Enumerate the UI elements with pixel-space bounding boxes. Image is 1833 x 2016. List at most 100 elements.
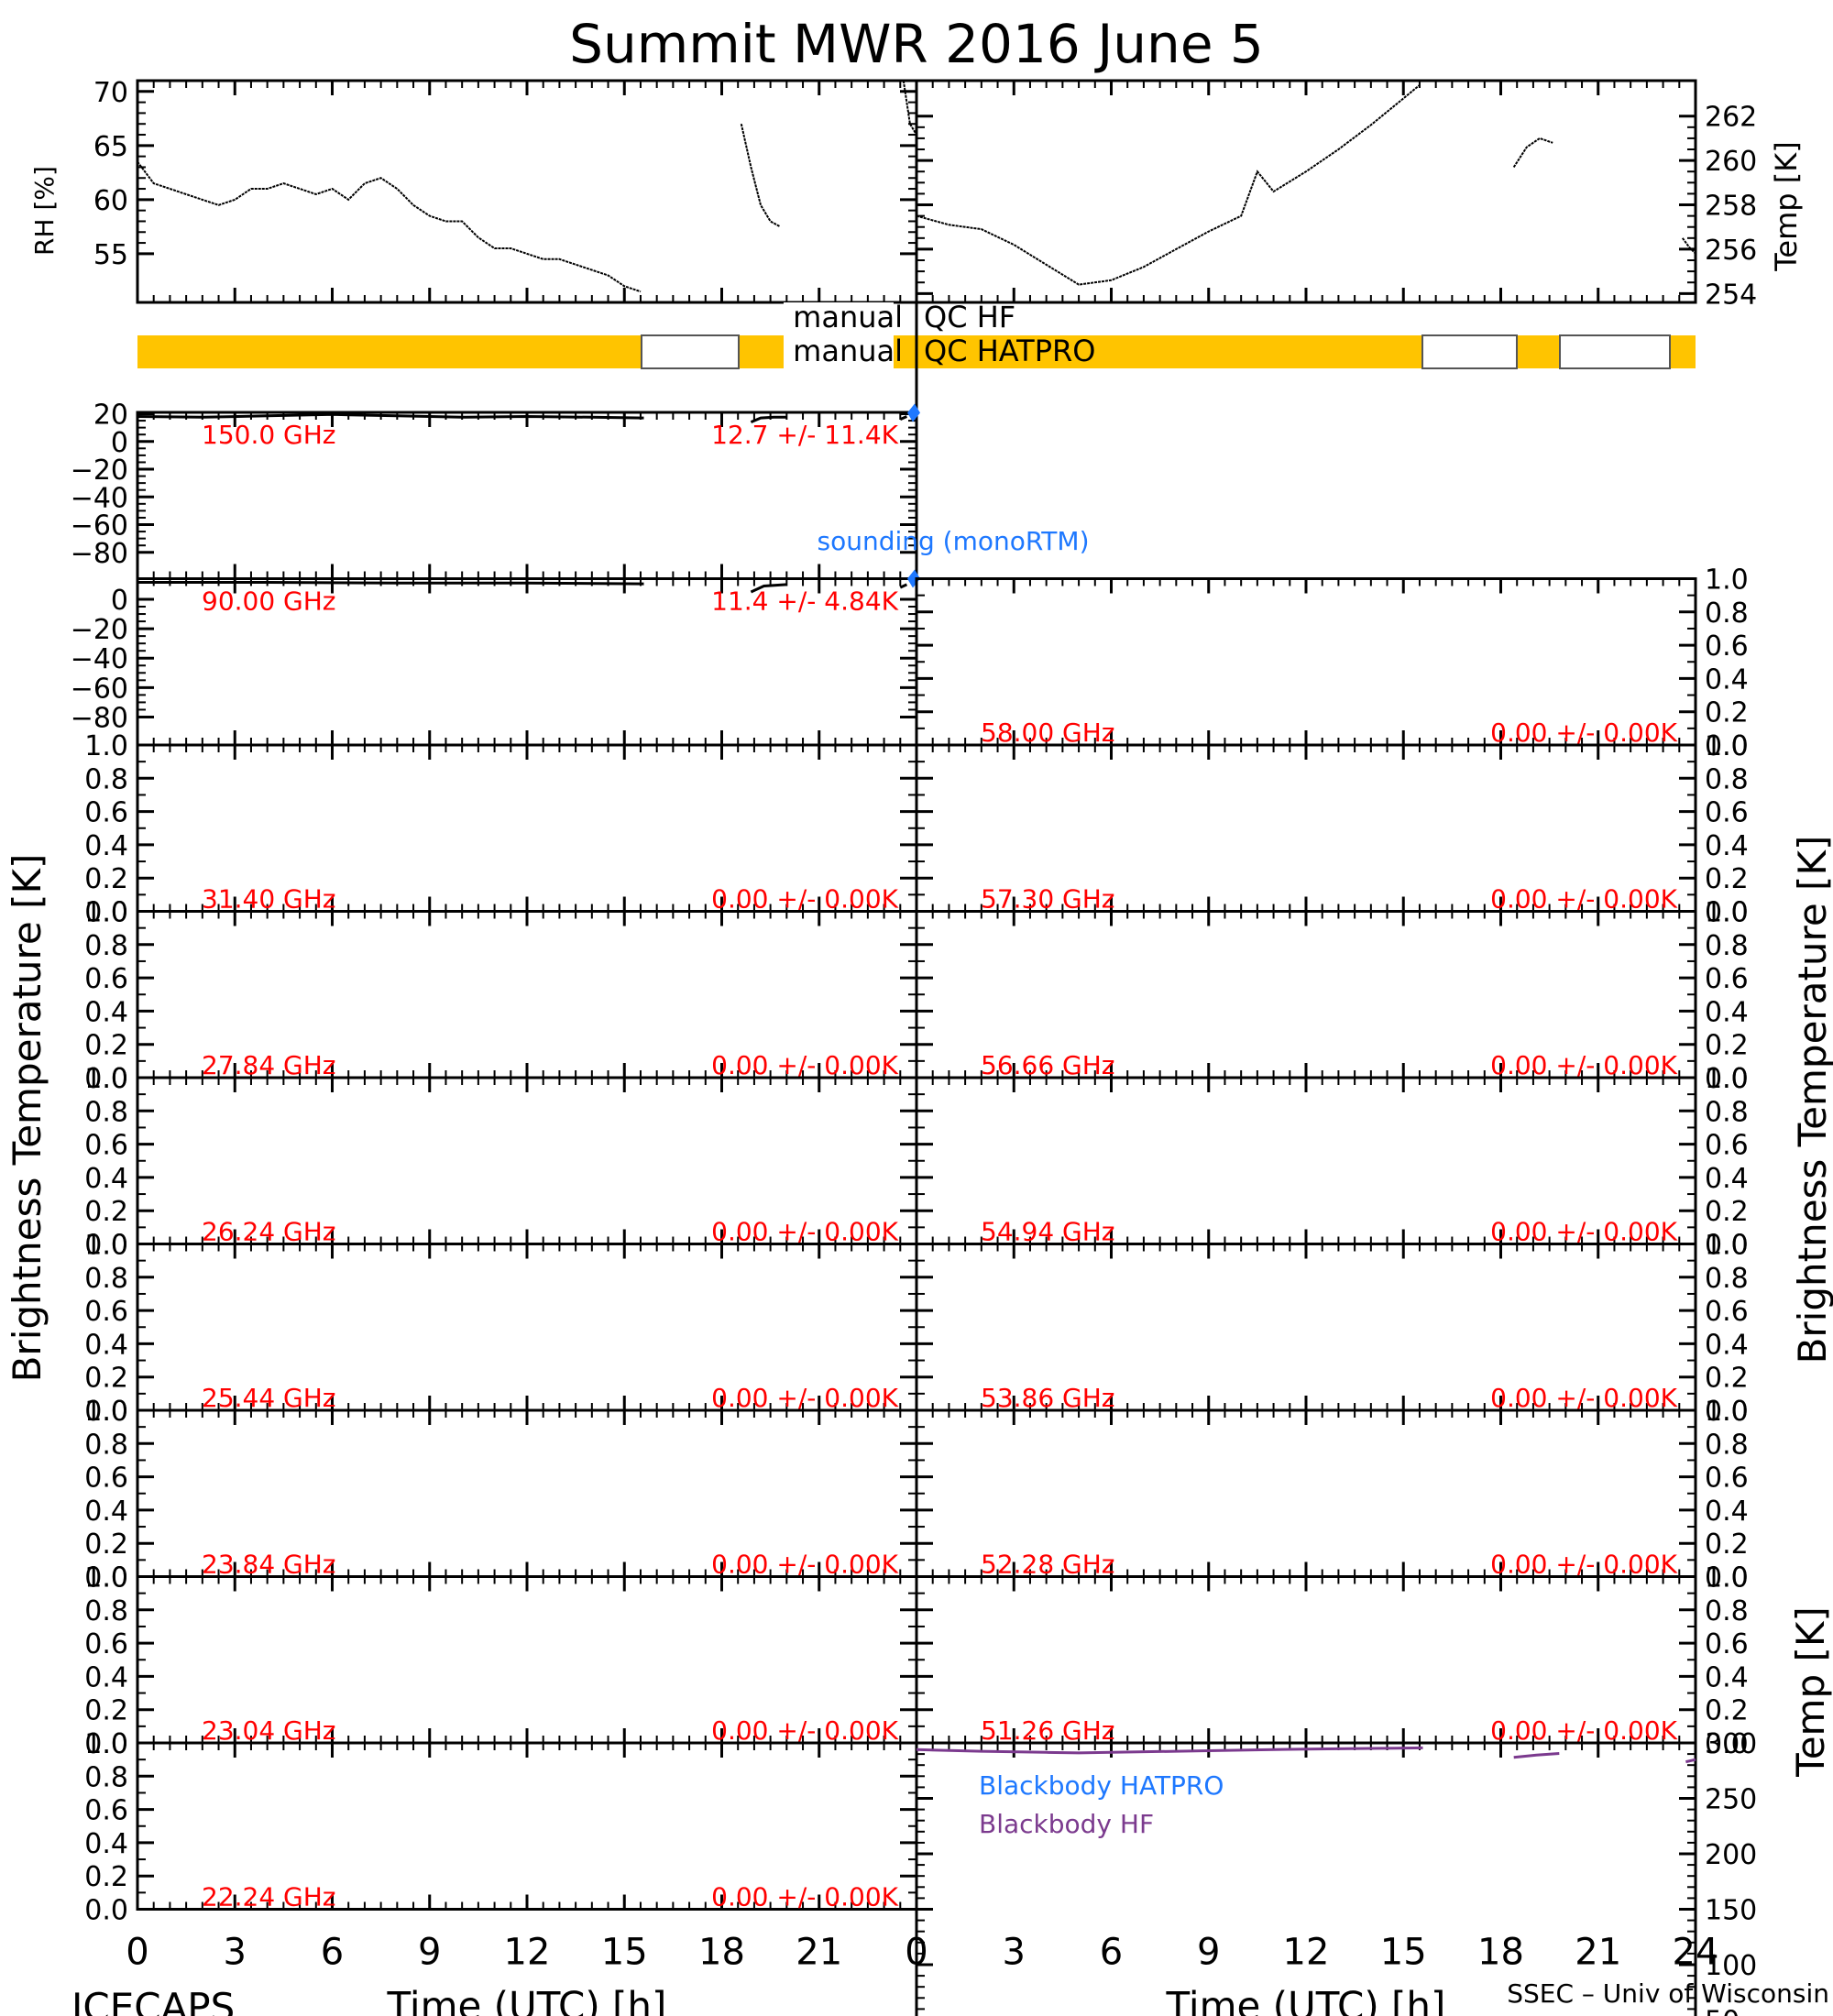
y-tick-label: 1.0: [84, 1230, 128, 1262]
y-tick-label: 0.8: [1705, 1263, 1749, 1295]
met-series-line-0: [137, 160, 642, 293]
y-tick-label: 0.2: [84, 1196, 128, 1228]
y-tick-label: 0.6: [1705, 1296, 1749, 1328]
channel-stat: 0.00 +/- 0.00K: [1490, 1550, 1677, 1580]
y-tick-label: 70: [93, 77, 128, 109]
y-tick-label: 262: [1705, 102, 1757, 134]
sounding-legend: sounding (monoRTM): [818, 526, 1090, 556]
channel-stat: 12.7 +/- 11.4K: [711, 420, 898, 450]
blackbody-temp-axis-label: Temp [K]: [1788, 1606, 1833, 1778]
x-tick-label: 15: [601, 1932, 648, 1974]
y-tick-label: 0.8: [1705, 1595, 1749, 1627]
qc-label-mask: [784, 302, 894, 368]
channel-stat: 0.00 +/- 0.00K: [1490, 1217, 1677, 1247]
channel-stat: 0.00 +/- 0.00K: [1490, 1383, 1677, 1413]
y-tick-label: 0.6: [84, 1463, 128, 1495]
y-tick-label: −60: [71, 510, 128, 542]
y-tick-label: 0.6: [84, 1296, 128, 1328]
y-tick-label: 0.2: [1705, 1030, 1749, 1062]
y-tick-label: 0.8: [1705, 1429, 1749, 1461]
y-tick-label: 0.6: [1705, 797, 1749, 829]
y-tick-label: 258: [1705, 191, 1757, 223]
x-axis-label-right: Time (UTC) [h]: [1166, 1984, 1446, 2016]
channel-label: 58.00 GHz: [981, 718, 1115, 748]
y-tick-label: 0: [111, 427, 128, 459]
y-tick-label: 0.0: [84, 1230, 128, 1262]
y-tick-label: 0.6: [1705, 630, 1749, 663]
tb-series-line-2: [899, 415, 908, 421]
x-tick-label: 24: [1673, 1932, 1719, 1974]
y-tick-label: 0.4: [84, 1828, 128, 1860]
channel-label: 53.86 GHz: [981, 1383, 1115, 1413]
y-tick-label: 1.0: [84, 1562, 128, 1594]
y-tick-label: 0.8: [84, 1096, 128, 1128]
y-tick-label: 0.2: [84, 1528, 128, 1561]
blackbody-series-line-0: [916, 1746, 1423, 1755]
y-tick-label: 0.4: [84, 1661, 128, 1693]
tb-series-line-0: [137, 412, 644, 420]
surface-met-panels: 55 60 65 70 254 256 258 260 262: [93, 77, 1757, 312]
footer-right: SSEC – Univ of Wisconsin: [1507, 1978, 1829, 2009]
x-tick-label: 18: [698, 1932, 745, 1974]
x-tick-label: 9: [418, 1932, 441, 1974]
y-tick-label: 150: [1705, 1895, 1757, 1927]
blackbody-panel: 050100150200250300Blackbody HATPROBlackb…: [915, 1728, 1757, 2016]
y-tick-label: 1.0: [84, 1063, 128, 1095]
met-series-line-2: [902, 80, 917, 136]
y-tick-label: 55: [93, 239, 128, 271]
y-tick-label: 0.0: [84, 1895, 128, 1927]
qc-gap-1: [1421, 334, 1518, 369]
y-tick-label: 0.0: [84, 897, 128, 929]
x-tick-label: 12: [504, 1932, 551, 1974]
y-tick-label: 1.0: [1705, 564, 1749, 597]
channel-stat: 11.4 +/- 4.84K: [711, 586, 898, 617]
channel-label: 22.24 GHz: [202, 1882, 336, 1912]
channel-label: 31.40 GHz: [202, 884, 336, 915]
y-tick-label: 0.4: [1705, 1329, 1749, 1361]
y-tick-label: 0.6: [84, 963, 128, 995]
y-tick-label: 0.8: [1705, 1096, 1749, 1128]
channel-label: 23.84 GHz: [202, 1550, 336, 1580]
y-tick-label: −80: [71, 538, 128, 570]
channel-stat: 0.00 +/- 0.00K: [1490, 718, 1677, 748]
y-tick-label: 200: [1705, 1839, 1757, 1871]
x-tick-label: 9: [1197, 1932, 1220, 1974]
y-tick-label: 0.2: [1705, 1695, 1749, 1727]
rh-axis-label: RH [%]: [29, 166, 60, 256]
met-series-line-0: [916, 84, 1421, 286]
qc-gap-2: [1559, 334, 1671, 369]
y-tick-label: 0.6: [84, 797, 128, 829]
y-tick-label: 0.0: [1705, 1396, 1749, 1428]
channel-label: 56.66 GHz: [981, 1050, 1115, 1080]
y-tick-label: 0.0: [1705, 1562, 1749, 1594]
y-tick-label: 100: [1705, 1950, 1757, 1982]
y-tick-label: 0.2: [84, 1030, 128, 1062]
y-tick-label: 0.4: [84, 1496, 128, 1528]
channel-label: 26.24 GHz: [202, 1217, 336, 1247]
channel-label: 57.30 GHz: [981, 884, 1115, 915]
y-tick-label: −80: [71, 702, 128, 734]
y-tick-label: 0.8: [84, 1595, 128, 1627]
x-tick-label: 0: [905, 1932, 927, 1974]
y-tick-label: 1.0: [1705, 1230, 1749, 1262]
y-tick-label: 1.0: [1705, 1562, 1749, 1594]
y-tick-label: 0.8: [84, 930, 128, 962]
tb-series-line-1: [750, 415, 787, 423]
qc-gap-0: [641, 334, 740, 369]
blackbody-series-line-2: [1685, 1758, 1696, 1764]
channel-stat: 0.00 +/- 0.00K: [711, 1050, 898, 1080]
x-tick-label: 0: [126, 1932, 148, 1974]
y-tick-label: 0.6: [1705, 1628, 1749, 1660]
y-tick-label: 0.8: [1705, 930, 1749, 962]
y-tick-label: 1.0: [84, 730, 128, 762]
x-axis-label-left: Time (UTC) [h]: [387, 1984, 667, 2016]
y-tick-label: 0.8: [1705, 597, 1749, 630]
y-tick-label: 0: [111, 585, 128, 617]
y-tick-label: 0.4: [84, 996, 128, 1028]
blackbody-series-line-1: [1513, 1752, 1560, 1759]
x-tick-label: 12: [1283, 1932, 1330, 1974]
sounding-marker: [907, 569, 920, 588]
y-tick-label: 50: [1705, 2006, 1740, 2016]
y-tick-label: 0.6: [1705, 1130, 1749, 1162]
y-tick-label: 0.4: [84, 1163, 128, 1195]
